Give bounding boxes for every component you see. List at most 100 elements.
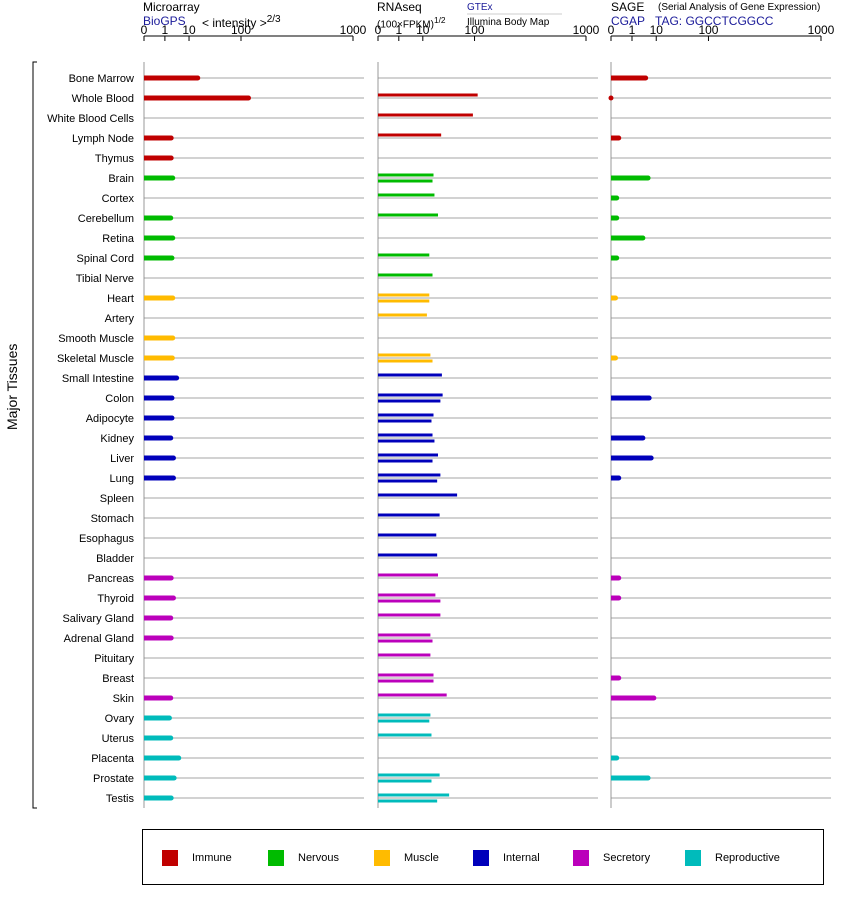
tissue-label: Liver	[110, 453, 134, 465]
tissue-label: Whole Blood	[72, 93, 134, 105]
microarray-tick-label: 1	[162, 23, 169, 37]
tissue-label: Testis	[106, 793, 135, 805]
legend-label-internal: Internal	[503, 852, 540, 864]
legend-item-nervous: Nervous	[268, 849, 339, 867]
sage-bar-end	[613, 295, 619, 301]
rnaseq-tick-label: 1	[395, 23, 402, 37]
microarray-bar-end	[168, 155, 174, 161]
tissue-label: Tibial Nerve	[76, 273, 134, 285]
microarray-scale-label: < intensity >	[202, 16, 267, 30]
rnaseq-source2: Illumina Body Map	[467, 17, 550, 28]
tissue-label: Adrenal Gland	[64, 633, 134, 645]
sage-bar-end	[645, 175, 651, 181]
sage-bar-end	[616, 675, 622, 681]
sage-bar-end	[613, 355, 619, 361]
tissue-label: Small Intestine	[62, 373, 134, 385]
legend-swatch-nervous	[268, 850, 284, 866]
legend-swatch-secretory	[573, 850, 589, 866]
tissue-label: Skin	[113, 693, 134, 705]
microarray-bar-end	[171, 775, 177, 781]
microarray-bar-end	[168, 135, 174, 141]
microarray-bar-end	[195, 75, 201, 81]
microarray-bar-end	[169, 255, 175, 261]
tissue-label: Heart	[107, 293, 134, 305]
sage-source[interactable]: CGAP	[611, 14, 646, 28]
legend-label-nervous: Nervous	[298, 852, 339, 864]
legend-swatch-immune	[162, 850, 178, 866]
microarray-bar-end	[169, 395, 175, 401]
tissue-label: Placenta	[91, 753, 135, 765]
microarray-bar-end	[170, 335, 176, 341]
microarray-bar-end	[170, 475, 176, 481]
tissue-bracket	[32, 61, 37, 809]
legend-item-internal: Internal	[473, 849, 540, 867]
microarray-bar-end	[170, 235, 176, 241]
sage-bar-end	[645, 775, 651, 781]
sage-bar-end	[616, 595, 622, 601]
sage-bar-end	[643, 75, 649, 81]
legend: Immune Nervous Muscle Internal Secretory…	[142, 829, 824, 885]
sage-bar-end	[614, 195, 620, 201]
rnaseq-source[interactable]: GTEx	[467, 2, 493, 13]
sage-bar-end	[614, 255, 620, 261]
sage-bar-end	[616, 135, 622, 141]
microarray-bar-end	[170, 455, 176, 461]
tissue-label: Uterus	[102, 733, 135, 745]
sage-bar-end	[640, 235, 646, 241]
sage-bar-end	[646, 395, 652, 401]
rnaseq-scale: (100×FPKM)1/2	[377, 15, 446, 30]
rnaseq-scale-exponent: 1/2	[433, 15, 446, 25]
tissue-label: Colon	[105, 393, 134, 405]
tissue-label: Stomach	[91, 513, 134, 525]
rnaseq-tick-label: 100	[465, 23, 485, 37]
tissue-label: Kidney	[100, 433, 134, 445]
microarray-bar-end	[170, 175, 176, 181]
sage-tick-label: 10	[650, 23, 664, 37]
sage-bar-end	[616, 575, 622, 581]
tissue-label: Brain	[108, 173, 134, 185]
microarray-bar-end	[168, 615, 174, 621]
rnaseq-scale-label: (100×FPKM)	[377, 19, 434, 31]
tissue-label: Retina	[102, 233, 135, 245]
tissue-label: Prostate	[93, 773, 134, 785]
tissue-label: Cerebellum	[78, 213, 134, 225]
microarray-bar-end	[168, 635, 174, 641]
sage-bar-end	[614, 755, 620, 761]
microarray-source[interactable]: BioGPS	[143, 14, 186, 28]
tissue-label: Artery	[105, 313, 135, 325]
tissue-label: Thyroid	[97, 593, 134, 605]
tissue-label: Bladder	[96, 553, 134, 565]
sage-bar-end	[608, 95, 614, 101]
microarray-bar-end	[168, 735, 174, 741]
microarray-tick-label: 100	[231, 23, 251, 37]
tissue-label: Spleen	[100, 493, 134, 505]
tissue-label: Adipocyte	[86, 413, 134, 425]
microarray-scale: < intensity >2/3	[202, 14, 281, 30]
sage-title: SAGE	[611, 0, 645, 14]
microarray-bar-end	[174, 375, 180, 381]
tissue-label: Cortex	[102, 193, 135, 205]
legend-item-secretory: Secretory	[573, 849, 650, 867]
microarray-bar-end	[170, 595, 176, 601]
sage-bar-end	[648, 455, 654, 461]
microarray-tick-label: 10	[182, 23, 196, 37]
legend-label-secretory: Secretory	[603, 852, 651, 864]
tissue-label: Salivary Gland	[62, 613, 134, 625]
sage-bar-end	[616, 475, 622, 481]
microarray-bar-end	[170, 295, 176, 301]
legend-label-reproductive: Reproductive	[715, 852, 780, 864]
tissue-label: White Blood Cells	[47, 113, 134, 125]
legend-item-immune: Immune	[162, 849, 232, 867]
microarray-bar-end	[168, 435, 174, 441]
tissue-label: Skeletal Muscle	[57, 353, 134, 365]
sage-tick-label: 1	[629, 23, 636, 37]
sage-bar-end	[614, 215, 620, 221]
microarray-scale-exponent: 2/3	[266, 14, 281, 25]
microarray-bar-end	[168, 795, 174, 801]
tissue-label: Lung	[110, 473, 134, 485]
legend-item-muscle: Muscle	[374, 849, 439, 867]
microarray-title: Microarray	[143, 0, 200, 14]
tissue-label: Pituitary	[94, 653, 134, 665]
tissue-label: Spinal Cord	[77, 253, 134, 265]
